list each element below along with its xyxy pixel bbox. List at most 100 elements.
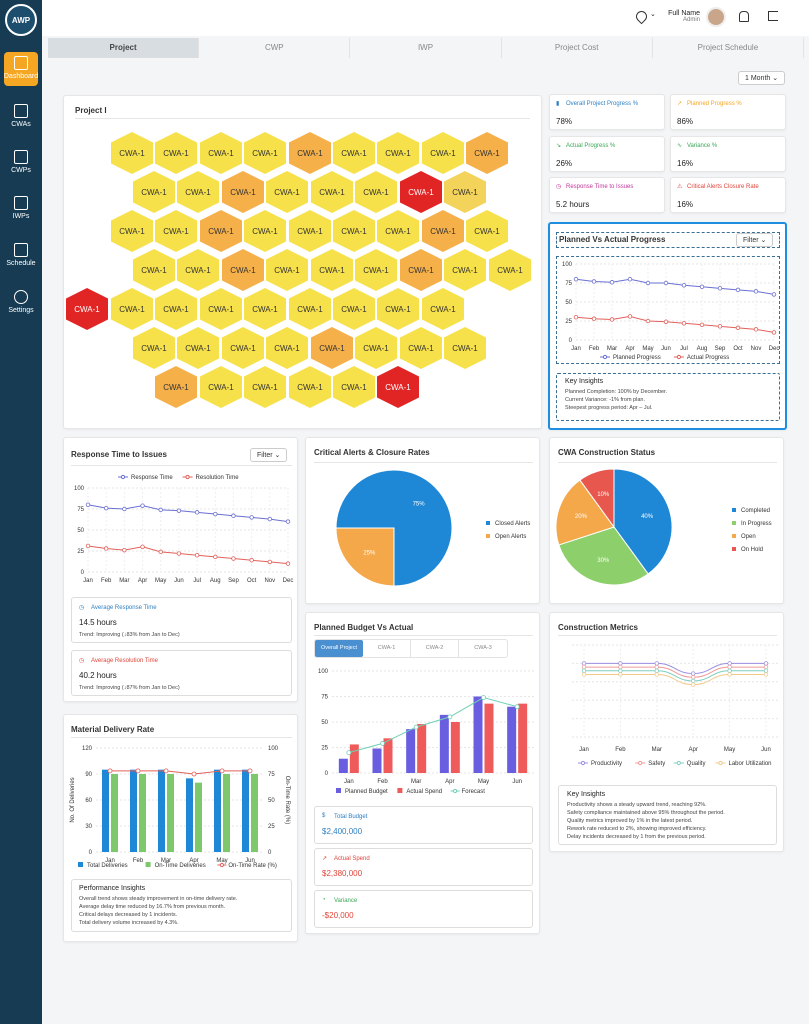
sidebar-item-settings[interactable]: Settings — [0, 290, 42, 314]
data-point — [267, 516, 273, 522]
sidebar-item-schedule[interactable]: Schedule — [0, 243, 42, 267]
hex-cell[interactable]: CWA-1 — [355, 171, 397, 213]
location-icon[interactable] — [633, 8, 650, 25]
hex-cell[interactable]: CWA-1 — [111, 210, 153, 252]
sidebar-item-iwps[interactable]: IWPs — [0, 196, 42, 220]
data-point — [663, 319, 669, 324]
hex-cell[interactable]: CWA-1 — [466, 210, 508, 252]
hex-cell[interactable]: CWA-1 — [422, 132, 464, 174]
hex-cell[interactable]: CWA-1 — [444, 327, 486, 369]
sidebar-item-cwps[interactable]: CWPs — [0, 150, 42, 174]
hex-cell[interactable]: CWA-1 — [222, 327, 264, 369]
hex-cell[interactable]: CWA-1 — [377, 132, 419, 174]
tab-project-cost[interactable]: Project Cost — [502, 38, 653, 58]
budget-tab-cwa2[interactable]: CWA-2 — [411, 640, 459, 657]
avatar[interactable] — [706, 7, 726, 27]
hex-cell[interactable]: CWA-1 — [200, 366, 242, 408]
project-map-card: Project I CWA-1 CWA-1 CWA-1 CWA-1 CWA-1 CWA-1… — [63, 95, 542, 429]
briefcase-icon — [14, 150, 28, 164]
x-tick-label: Apr — [189, 858, 198, 864]
response-filter[interactable]: Filter ⌄ — [250, 448, 288, 462]
hex-cell[interactable]: CWA-1 — [155, 132, 197, 174]
hex-cell[interactable]: CWA-1 — [377, 288, 419, 330]
x-tick-label: Mar — [161, 858, 171, 864]
hex-cell[interactable]: CWA-1 — [355, 249, 397, 291]
bell-icon[interactable] — [739, 11, 749, 22]
legend-label: Total Deliveries — [87, 863, 128, 869]
hex-cell[interactable]: CWA-1 — [155, 288, 197, 330]
hex-cell[interactable]: CWA-1 — [244, 132, 286, 174]
hex-cell[interactable]: CWA-1 — [311, 327, 353, 369]
data-point — [581, 661, 587, 666]
hex-cell[interactable]: CWA-1 — [355, 327, 397, 369]
hex-cell[interactable]: CWA-1 — [422, 210, 464, 252]
hex-cell[interactable]: CWA-1 — [333, 366, 375, 408]
hex-cell[interactable]: CWA-1 — [200, 210, 242, 252]
hex-cell[interactable]: CWA-1 — [289, 132, 331, 174]
hex-cell[interactable]: CWA-1 — [155, 366, 197, 408]
y-tick-label: 120 — [82, 746, 93, 752]
hex-cell[interactable]: CWA-1 — [400, 327, 442, 369]
hex-cell[interactable]: CWA-1 — [133, 249, 175, 291]
sidebar-item-cwas[interactable]: CWAs — [0, 104, 42, 128]
tab-project[interactable]: Project — [48, 38, 200, 58]
hex-cell[interactable]: CWA-1 — [66, 288, 108, 330]
bar — [167, 774, 174, 852]
hex-cell[interactable]: CWA-1 — [333, 132, 375, 174]
hex-cell[interactable]: CWA-1 — [111, 288, 153, 330]
y-tick-label: 75 — [77, 507, 84, 513]
x-tick-label: Dec — [769, 346, 780, 352]
hex-cell[interactable]: CWA-1 — [400, 171, 442, 213]
hex-cell[interactable]: CWA-1 — [177, 327, 219, 369]
chevron-down-icon[interactable]: ⌄ — [650, 11, 656, 18]
tab-project-schedule[interactable]: Project Schedule — [653, 38, 805, 58]
hex-cell[interactable]: CWA-1 — [489, 249, 531, 291]
hex-cell[interactable]: CWA-1 — [200, 132, 242, 174]
logout-icon[interactable] — [768, 11, 778, 21]
hex-cell[interactable]: CWA-1 — [333, 288, 375, 330]
data-point — [618, 664, 623, 670]
hex-cell[interactable]: CWA-1 — [244, 366, 286, 408]
bar — [439, 714, 449, 773]
hex-cell[interactable]: CWA-1 — [311, 249, 353, 291]
hex-cell[interactable]: CWA-1 — [377, 210, 419, 252]
hex-cell[interactable]: CWA-1 — [311, 171, 353, 213]
hex-cell[interactable]: CWA-1 — [333, 210, 375, 252]
data-point — [727, 672, 732, 677]
hex-cell[interactable]: CWA-1 — [444, 249, 486, 291]
sidebar-item-dashboard[interactable]: Dashboard — [0, 56, 42, 80]
hex-cell[interactable]: CWA-1 — [177, 171, 219, 213]
hex-cell[interactable]: CWA-1 — [133, 327, 175, 369]
budget-tab-overall[interactable]: Overall Project — [315, 640, 363, 657]
hex-cell[interactable]: CWA-1 — [466, 132, 508, 174]
hex-cell[interactable]: CWA-1 — [289, 366, 331, 408]
hex-cell[interactable]: CWA-1 — [266, 249, 308, 291]
hex-cell[interactable]: CWA-1 — [222, 249, 264, 291]
legend-swatch — [732, 547, 736, 551]
hex-cell[interactable]: CWA-1 — [177, 249, 219, 291]
period-select[interactable]: 1 Month ⌄ — [738, 71, 786, 85]
hex-cell[interactable]: CWA-1 — [244, 210, 286, 252]
hex-cell[interactable]: CWA-1 — [289, 210, 331, 252]
budget-tab-cwa1[interactable]: CWA-1 — [363, 640, 411, 657]
budget-tab-cwa3[interactable]: CWA-3 — [474, 645, 492, 651]
hex-cell[interactable]: CWA-1 — [444, 171, 486, 213]
tab-iwp[interactable]: IWP — [350, 38, 502, 58]
hex-cell[interactable]: CWA-1 — [200, 288, 242, 330]
hex-cell[interactable]: CWA-1 — [422, 288, 464, 330]
hex-cell[interactable]: CWA-1 — [133, 171, 175, 213]
hex-cell[interactable]: CWA-1 — [244, 288, 286, 330]
hex-cell[interactable]: CWA-1 — [222, 171, 264, 213]
hex-cell[interactable]: CWA-1 — [289, 288, 331, 330]
hex-cell[interactable]: CWA-1 — [111, 132, 153, 174]
legend-label: Forecast — [462, 789, 486, 795]
hex-cell[interactable]: CWA-1 — [266, 327, 308, 369]
y-tick-label: 25 — [77, 549, 84, 555]
tab-cwp[interactable]: CWP — [199, 38, 351, 58]
hex-cell[interactable]: CWA-1 — [400, 249, 442, 291]
pva-filter[interactable]: Filter ⌄ — [736, 233, 774, 247]
hex-cell[interactable]: CWA-1 — [155, 210, 197, 252]
hex-cell[interactable]: CWA-1 — [377, 366, 419, 408]
data-point — [447, 714, 453, 720]
hex-cell[interactable]: CWA-1 — [266, 171, 308, 213]
